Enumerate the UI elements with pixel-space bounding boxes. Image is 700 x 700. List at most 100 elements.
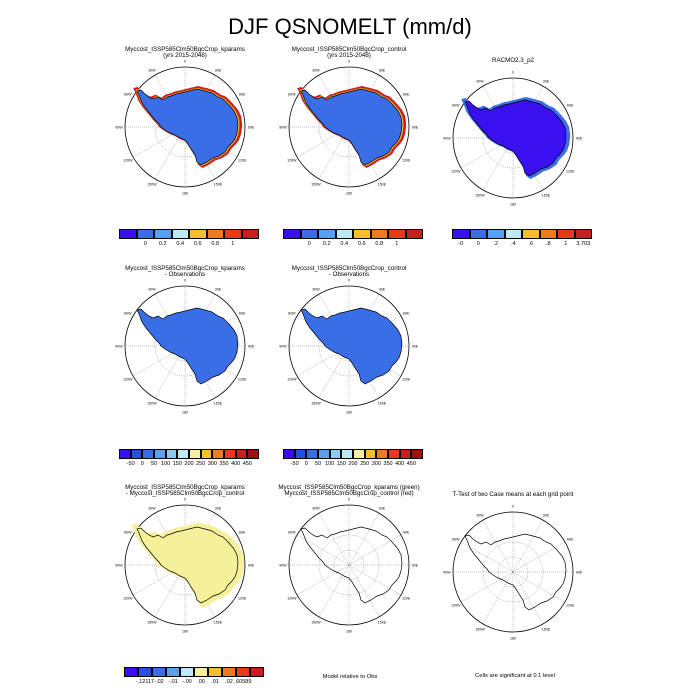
- colorbar-label: 0.6: [193, 241, 202, 247]
- polar-map: 0 30E 60E 90E 120E 150E 180 150W 120W 90W 60W 30W: [115, 498, 254, 634]
- longitude-label: 180: [346, 630, 352, 634]
- longitude-label: 0: [348, 279, 350, 283]
- colorbar-swatch: [130, 449, 143, 459]
- map-panel-kparams: Myccost_ISSP585Clm50BgcCrop_kparams (yrs…: [115, 46, 255, 206]
- longitude-label: 30E: [543, 79, 550, 83]
- longitude-label: 180: [346, 411, 352, 415]
- colorbar-swatch: [306, 449, 319, 459]
- longitude-label: 60W: [288, 531, 296, 535]
- longitude-label: 30W: [312, 506, 320, 510]
- longitude-label: 150W: [475, 194, 485, 198]
- colorbar-swatch: [119, 449, 131, 459]
- figure-title: DJF QSNOMELT (mm/d): [228, 14, 472, 39]
- meridian-line: [482, 519, 514, 573]
- longitude-label: 90W: [279, 126, 287, 130]
- longitude-label: 150E: [214, 183, 223, 187]
- colorbar-swatch: [236, 667, 250, 677]
- longitude-label: 120E: [238, 159, 247, 163]
- longitude-label: 90W: [279, 345, 287, 349]
- longitude-label: 90E: [412, 564, 419, 568]
- colorbar: 0 0.2 0.4 0.6 0.8 1: [119, 229, 259, 251]
- colorbar-label: .01: [211, 679, 219, 685]
- colorbar-swatch: [294, 449, 307, 459]
- longitude-label: 90W: [115, 564, 123, 568]
- antarctica-landmass: [136, 307, 239, 385]
- longitude-label: 150E: [378, 621, 387, 625]
- longitude-label: 30E: [215, 68, 222, 72]
- colorbar-swatch: [300, 229, 318, 239]
- longitude-label: 90W: [443, 137, 451, 141]
- colorbar-label: 3.703: [576, 241, 591, 247]
- map-panel-case-difference: Myccost_ISSP585Clm50BgcCrop_kparams - My…: [115, 484, 255, 644]
- meridian-line: [512, 571, 566, 603]
- meridian-line: [318, 512, 350, 566]
- colorbar-label: 300: [371, 461, 381, 467]
- colorbar-label: 400: [231, 461, 241, 467]
- meridian-line: [348, 512, 380, 566]
- longitude-label: 60W: [124, 312, 132, 316]
- colorbar-swatch: [154, 449, 166, 459]
- model-relative-note: Model relative to Obs: [322, 674, 378, 680]
- colorbar-swatch: [318, 449, 330, 459]
- longitude-label: 120E: [402, 159, 411, 163]
- meridian-line: [482, 571, 514, 625]
- longitude-label: 90W: [115, 345, 123, 349]
- colorbar-label: 200: [184, 461, 194, 467]
- colorbar-label: 0: [476, 241, 480, 247]
- longitude-label: 150W: [147, 402, 157, 406]
- longitude-label: 0: [348, 498, 350, 502]
- longitude-label: 180: [510, 637, 516, 641]
- colorbar-swatch: [208, 667, 222, 677]
- colorbar-label: 250: [196, 461, 206, 467]
- colorbar-swatch: [250, 667, 264, 677]
- longitude-label: 60E: [403, 312, 410, 316]
- colorbar-swatch: [200, 449, 213, 459]
- significance-note: Cells are significant at 0.1 level: [475, 673, 555, 679]
- colorbar-label: 1: [231, 241, 235, 247]
- polar-map: 0 30E 60E 90E 120E 150E 180 150W 120W 90W 60W 30W: [115, 60, 254, 196]
- colorbar-swatch: [235, 449, 248, 459]
- colorbar-label: 0: [143, 241, 147, 247]
- colorbar-swatch: [194, 667, 208, 677]
- longitude-label: 120E: [238, 378, 247, 382]
- colorbar-swatch: [487, 229, 505, 239]
- longitude-label: 30W: [148, 287, 156, 291]
- panel-subtitle: Myccost_ISSP585Clm50BgcCrop_control (red…: [284, 490, 414, 497]
- polar-map: 0 30E 60E 90E 120E 150E 180 150W 120W 90W 60W 30W: [443, 505, 582, 641]
- longitude-label: 60E: [403, 531, 410, 535]
- colorbar-label: 450: [406, 461, 416, 467]
- antarctica-landmass: [136, 88, 239, 166]
- colorbar: -0 0 .2 .4 .6 .8 1 3.703: [452, 229, 592, 251]
- longitude-label: 150W: [311, 621, 321, 625]
- longitude-label: 150E: [542, 628, 551, 632]
- colorbar-label: 0: [307, 241, 311, 247]
- longitude-label: 60W: [124, 93, 132, 97]
- colorbar-label: .4: [510, 241, 516, 247]
- longitude-label: 120W: [123, 378, 133, 382]
- longitude-label: 120W: [123, 597, 133, 601]
- colorbar-label: -50: [290, 461, 299, 467]
- panel-subtitle: - Observations: [164, 271, 206, 278]
- longitude-label: 0: [348, 60, 350, 64]
- colorbar-swatch: [171, 229, 189, 239]
- antarctica-landmass: [464, 99, 567, 177]
- meridian-line: [512, 571, 544, 625]
- colorbar: -50 0 50 100 150 200 250 300 350 400 450: [283, 449, 424, 471]
- colorbar-label: 250: [360, 461, 370, 467]
- colorbar-label: 1: [395, 241, 399, 247]
- colorbar-swatch: [504, 229, 522, 239]
- longitude-label: 60E: [239, 531, 246, 535]
- longitude-label: 150E: [214, 402, 223, 406]
- longitude-label: 60W: [288, 312, 296, 316]
- longitude-label: 150W: [311, 183, 321, 187]
- longitude-label: 90E: [248, 345, 255, 349]
- colorbar-label: 450: [242, 461, 252, 467]
- longitude-label: 60E: [239, 312, 246, 316]
- longitude-label: 0: [512, 71, 514, 75]
- longitude-label: 30W: [312, 287, 320, 291]
- colorbar-swatch: [189, 229, 207, 239]
- colorbar-swatch: [241, 229, 259, 239]
- colorbar-label: 1: [564, 241, 568, 247]
- panel-subtitle: - Myccost_ISSP585Clm50BgcCrop_control: [125, 490, 245, 497]
- colorbar-swatch: [452, 229, 470, 239]
